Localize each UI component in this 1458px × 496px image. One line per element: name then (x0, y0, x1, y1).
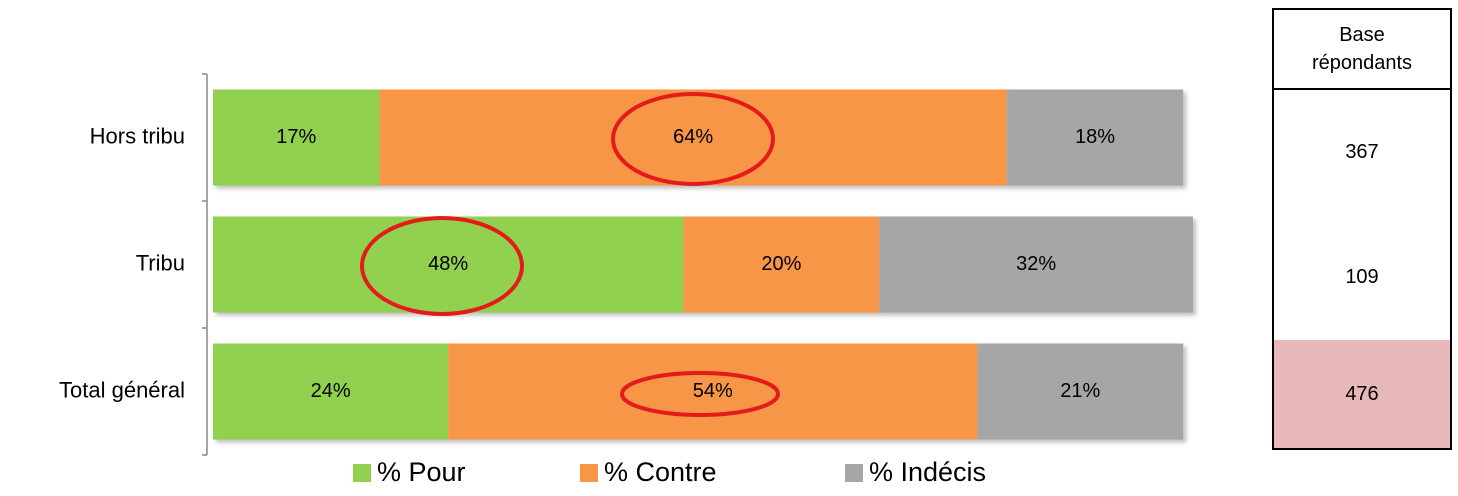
category-label: Hors tribu (90, 123, 185, 148)
value-label: 48% (428, 253, 468, 275)
labels: Hors tribu 17% 64% 18% Tribu 48% 20% 32% Total g… (59, 123, 1115, 402)
table-header: Base répondants (1272, 8, 1452, 90)
table-cell: 476 (1272, 340, 1452, 450)
value-label: 64% (673, 126, 713, 148)
legend-label: % Pour (377, 457, 466, 487)
value-label: 20% (761, 253, 801, 275)
legend-swatch (353, 464, 371, 482)
legend-label: % Contre (604, 457, 717, 487)
bar-segment (977, 343, 1184, 440)
category-axis (202, 73, 208, 456)
bar-segment (1006, 89, 1184, 186)
highlight-ellipse (360, 216, 524, 316)
value-label: 17% (276, 126, 316, 148)
bar-segment (213, 89, 380, 186)
value-label: 21% (1060, 380, 1100, 402)
bar-segment (379, 89, 1007, 186)
bar-segment (213, 216, 684, 313)
legend: % Pour % Contre % Indécis (353, 457, 986, 487)
bar-segment (683, 216, 880, 313)
value-label: 32% (1016, 253, 1056, 275)
highlights (360, 92, 780, 417)
highlight-ellipse (611, 92, 775, 186)
bar-segment (448, 343, 978, 440)
table-cell: 367 (1272, 90, 1452, 215)
value-label: 18% (1075, 126, 1115, 148)
bar-segment (879, 216, 1193, 313)
legend-swatch (845, 464, 863, 482)
table-cell: 109 (1272, 215, 1452, 340)
value-label: 54% (693, 380, 733, 402)
legend-swatch (580, 464, 598, 482)
highlight-ellipse (620, 371, 780, 417)
bar-segment (213, 343, 449, 440)
value-label: 24% (311, 380, 351, 402)
legend-label: % Indécis (869, 457, 986, 487)
category-label: Tribu (136, 250, 185, 275)
category-label: Total général (59, 377, 185, 402)
bars (213, 89, 1193, 440)
